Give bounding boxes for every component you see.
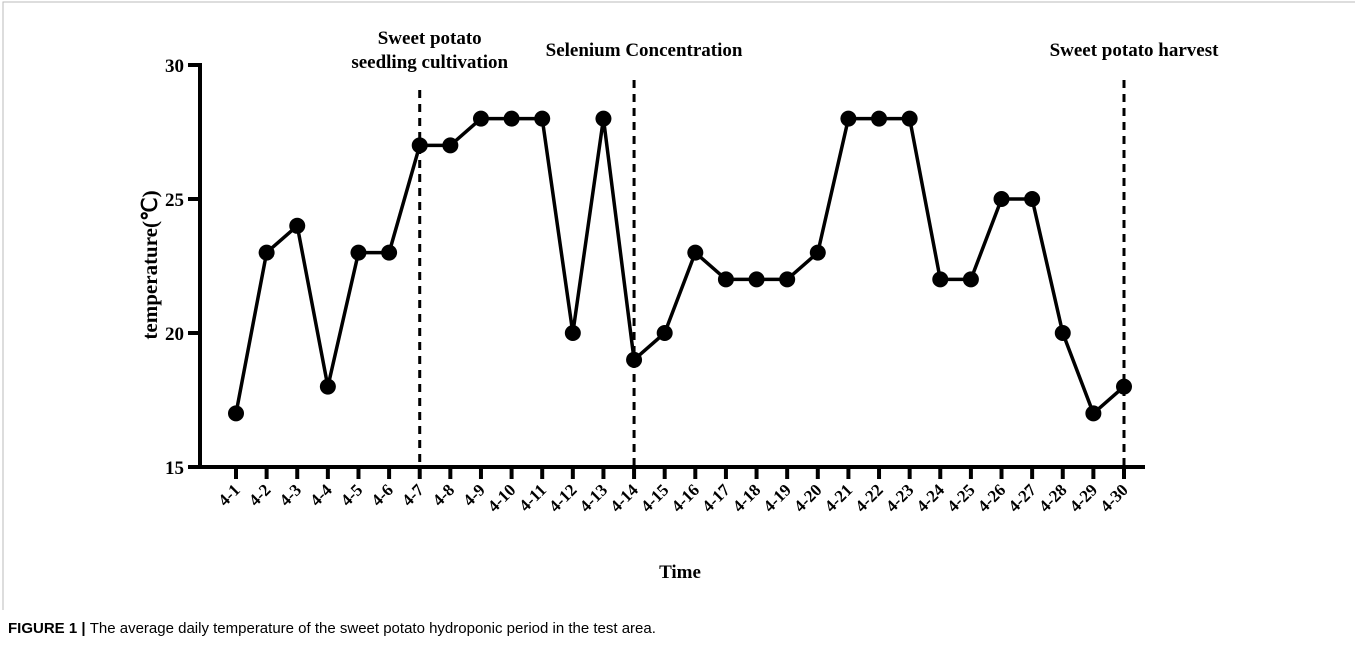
y-tick-label: 20: [165, 324, 184, 345]
annotation-text: seedling cultivation: [351, 52, 508, 73]
x-tick-label: 4-24: [913, 480, 949, 516]
data-point: [1054, 325, 1071, 341]
data-point: [228, 405, 244, 422]
x-tick-label: 4-14: [606, 480, 642, 516]
frame: [2, 1, 1355, 610]
caption-text: The average daily temperature of the swe…: [90, 620, 656, 637]
x-tick-label: 4-2: [245, 480, 274, 509]
data-point: [626, 351, 643, 368]
data-point: [564, 325, 581, 341]
data-point: [534, 110, 551, 127]
data-point: [717, 271, 734, 288]
x-tick-label: 4-5: [337, 480, 366, 509]
y-tick-label: 15: [165, 458, 184, 479]
data-point: [932, 271, 949, 288]
data-point: [442, 137, 459, 154]
x-tick-label: 4-3: [276, 480, 305, 509]
x-tick-label: 4-28: [1035, 480, 1070, 515]
data-point: [289, 217, 306, 234]
x-tick-label: 4-18: [729, 480, 764, 515]
x-tick-label: 4-30: [1096, 480, 1131, 515]
x-axis-label: Time: [659, 562, 701, 583]
x-tick-label: 4-8: [429, 480, 458, 509]
x-tick-label: 4-25: [943, 480, 978, 515]
data-point: [350, 244, 367, 261]
caption-label: FIGURE 1 |: [8, 620, 86, 637]
data-point: [901, 110, 918, 127]
data-point: [656, 325, 673, 341]
data-point: [748, 271, 765, 288]
y-tick-label: 25: [165, 190, 184, 211]
x-tick-label: 4-23: [882, 480, 917, 515]
data-point: [993, 191, 1010, 207]
x-tick-label: 4-21: [821, 480, 856, 515]
x-tick-label: 4-11: [515, 480, 550, 515]
x-tick-label: 4-9: [459, 480, 488, 509]
series-line: [234, 116, 1126, 417]
data-point: [779, 271, 796, 288]
data-point: [1024, 191, 1041, 207]
data-point: [687, 244, 704, 261]
data-point: [472, 110, 489, 127]
data-point: [840, 110, 857, 127]
y-tick-label: 30: [165, 56, 184, 77]
annotation-text: Sweet potato: [378, 28, 482, 49]
x-tick-label: 4-26: [974, 480, 1009, 515]
x-tick-label: 4-20: [790, 480, 825, 515]
data-point: [503, 110, 520, 127]
data-point: [595, 110, 612, 127]
x-tick-label: 4-6: [367, 480, 396, 509]
x-tick-label: 4-10: [484, 480, 519, 515]
x-tick-label: 4-4: [306, 480, 336, 510]
x-tick-label: 4-1: [214, 480, 243, 509]
data-point: [962, 271, 979, 288]
x-tick-label: 4-22: [851, 480, 886, 515]
x-tick-label: 4-7: [398, 480, 428, 510]
data-point: [258, 244, 275, 261]
x-tick-label: 4-13: [576, 480, 611, 515]
data-point: [1116, 378, 1132, 395]
data-point: [809, 244, 826, 261]
x-tick-label: 4-16: [668, 480, 703, 515]
data-point: [871, 110, 888, 127]
y-axis-label: temperature(℃): [138, 190, 162, 339]
caption: FIGURE 1 | The average daily temperature…: [8, 620, 656, 637]
annotation-text: Sweet potato harvest: [1050, 40, 1220, 61]
data-point: [1085, 405, 1102, 422]
x-tick-label: 4-15: [637, 480, 672, 515]
data-point: [381, 244, 398, 261]
x-tick-label: 4-29: [1066, 480, 1101, 515]
x-tick-label: 4-12: [545, 480, 580, 515]
x-tick-label: 4-27: [1004, 480, 1040, 516]
x-tick-label: 4-17: [698, 480, 734, 516]
annotation-text: Selenium Concentration: [546, 40, 743, 61]
x-tick-label: 4-19: [760, 480, 795, 515]
data-point: [411, 137, 428, 154]
data-point: [319, 378, 336, 395]
